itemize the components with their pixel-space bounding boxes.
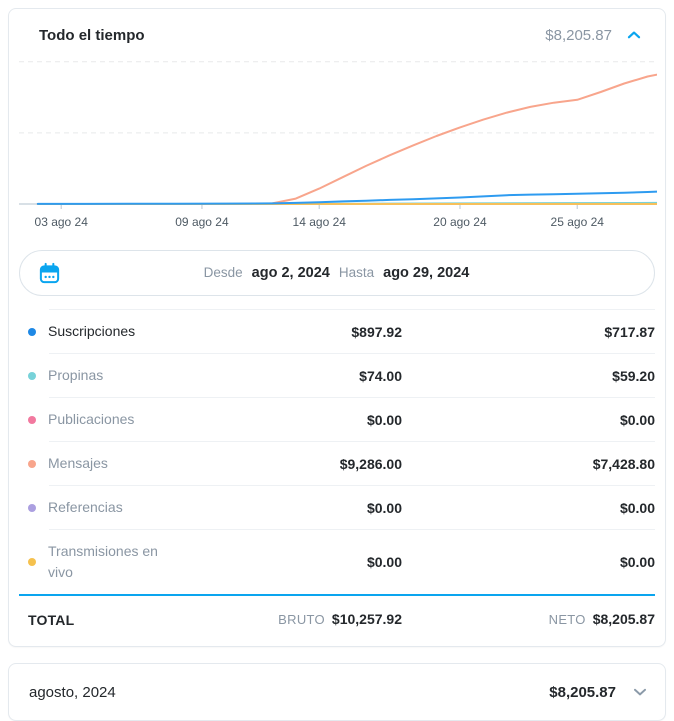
- row-gross-amount: $897.92: [351, 323, 402, 340]
- period-total-amount: $8,205.87: [545, 26, 612, 44]
- total-net-amount: $8,205.87: [592, 611, 655, 627]
- row-label: Publicaciones: [48, 411, 135, 427]
- earnings-row-transmisiones[interactable]: Transmisiones en vivo $0.00 $0.00: [19, 530, 655, 594]
- collapse-button[interactable]: [621, 22, 647, 48]
- row-net-amount: $0.00: [619, 554, 655, 570]
- earnings-chart-canvas: [19, 61, 657, 209]
- month-card-agosto-2024[interactable]: agosto, 2024 $8,205.87: [8, 663, 666, 721]
- row-divider: [49, 309, 655, 310]
- month-title: agosto, 2024: [29, 683, 116, 701]
- row-divider: [49, 397, 655, 398]
- row-net-amount: $59.20: [612, 367, 655, 384]
- row-divider: [49, 529, 655, 530]
- date-range-picker[interactable]: Desde ago 2, 2024 Hasta ago 29, 2024: [19, 250, 655, 296]
- row-divider: [49, 353, 655, 354]
- row-net-amount: $0.00: [619, 499, 655, 516]
- earnings-chart[interactable]: 03 ago 24 09 ago 24 14 ago 24 20 ago 24 25 a…: [19, 56, 657, 238]
- x-axis-label: 14 ago 24: [292, 215, 346, 229]
- date-from-label: Desde: [203, 265, 243, 280]
- gross-label: BRUTO: [278, 612, 325, 627]
- earnings-row-publicaciones[interactable]: Publicaciones $0.00 $0.00: [19, 398, 655, 441]
- row-label: Suscripciones: [48, 323, 136, 339]
- total-divider: [19, 594, 655, 596]
- x-axis-label: 03 ago 24: [34, 215, 88, 229]
- x-axis: 03 ago 24 09 ago 24 14 ago 24 20 ago 24 25 a…: [19, 210, 655, 238]
- total-gross-amount: $10,257.92: [331, 611, 402, 627]
- row-label: Propinas: [48, 367, 104, 383]
- series-line-suscripciones: [36, 190, 657, 205]
- row-divider: [49, 441, 655, 442]
- row-divider: [49, 485, 655, 486]
- row-gross-amount: $0.00: [366, 554, 402, 570]
- date-to-label: Hasta: [338, 265, 375, 280]
- row-label: Transmisiones en vivo: [48, 543, 158, 580]
- earnings-row-suscripciones[interactable]: Suscripciones $897.92 $717.87: [19, 310, 655, 353]
- row-net-amount: $7,428.80: [592, 455, 655, 472]
- chevron-up-icon: [626, 27, 642, 43]
- row-net-amount: $0.00: [619, 411, 655, 428]
- row-gross-amount: $0.00: [366, 499, 402, 516]
- earnings-row-mensajes[interactable]: Mensajes $9,286.00 $7,428.80: [19, 442, 655, 485]
- total-row: TOTAL BRUTO $10,257.92 NETO $8,205.87: [19, 596, 655, 646]
- series-dot: [28, 558, 36, 566]
- earnings-card: Todo el tiempo $8,205.87 03 ago 24 09 ago…: [8, 8, 666, 647]
- month-total-amount: $8,205.87: [549, 683, 616, 701]
- date-to-value: ago 29, 2024: [383, 265, 470, 281]
- period-title: Todo el tiempo: [39, 26, 145, 44]
- chevron-down-icon: [632, 684, 648, 700]
- row-gross-amount: $0.00: [366, 411, 402, 428]
- expand-button[interactable]: [627, 679, 653, 705]
- x-axis-label: 20 ago 24: [433, 215, 487, 229]
- earnings-row-referencias[interactable]: Referencias $0.00 $0.00: [19, 486, 655, 529]
- series-dot: [28, 503, 36, 512]
- series-dot: [28, 459, 36, 468]
- row-gross-amount: $74.00: [359, 367, 402, 384]
- row-net-amount: $717.87: [604, 323, 655, 340]
- row-gross-amount: $9,286.00: [339, 455, 402, 472]
- series-line-mensajes: [36, 73, 657, 205]
- calendar-icon: [38, 262, 61, 285]
- row-label: Mensajes: [48, 455, 108, 471]
- series-dot: [28, 371, 36, 380]
- date-from-value: ago 2, 2024: [251, 265, 330, 281]
- earnings-card-header: Todo el tiempo $8,205.87: [19, 9, 655, 54]
- series-dot: [28, 415, 36, 424]
- x-axis-label: 25 ago 24: [550, 215, 604, 229]
- net-label: NETO: [548, 612, 586, 627]
- total-label: TOTAL: [28, 612, 75, 628]
- earnings-breakdown: Suscripciones $897.92 $717.87 Propinas $…: [19, 309, 655, 646]
- x-axis-label: 09 ago 24: [175, 215, 229, 229]
- row-label: Referencias: [48, 499, 123, 515]
- earnings-row-propinas[interactable]: Propinas $74.00 $59.20: [19, 354, 655, 397]
- series-dot: [28, 327, 36, 336]
